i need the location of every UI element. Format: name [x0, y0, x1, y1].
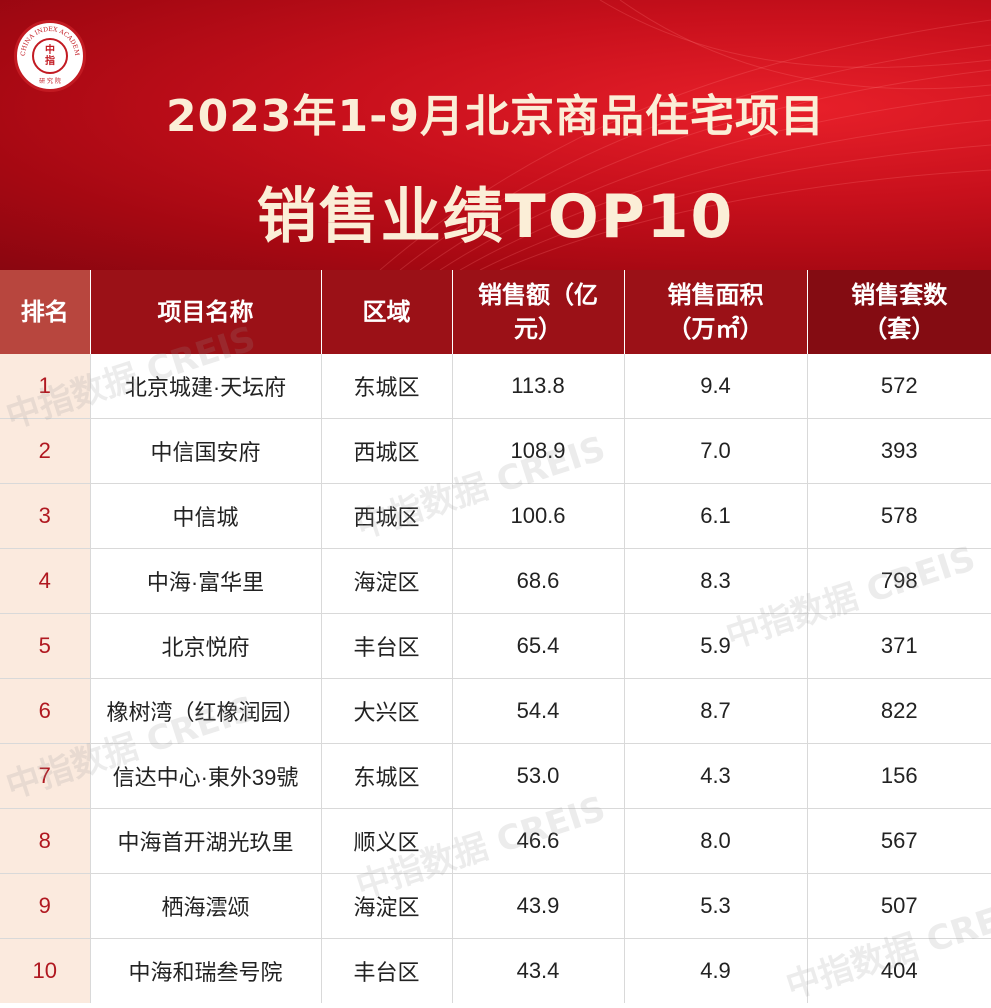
rank-cell: 1 [0, 354, 91, 419]
table-row: 2 中信国安府 西城区 108.9 7.0 393 [0, 418, 991, 484]
page-subtitle: 销售业绩TOP10 [256, 182, 735, 252]
table-row: 6 橡树湾（红橡润园） 大兴区 54.4 8.7 822 [0, 678, 991, 744]
project-name-cell: 北京城建·天坛府 [90, 354, 322, 419]
sales-amount-cell: 46.6 [452, 808, 625, 874]
rank-cell: 3 [0, 483, 91, 549]
header-project-name: 项目名称 [90, 270, 322, 354]
district-cell: 西城区 [321, 418, 453, 484]
rank-cell: 7 [0, 743, 91, 809]
logo-center-bottom: 指 [45, 56, 55, 67]
sales-area-cell: 5.3 [624, 873, 808, 939]
table-header-row: 排名 项目名称 区域 销售额（亿元） 销售面积（万㎡） 销售套数（套） [0, 270, 991, 354]
table-row: 9 栖海澐颂 海淀区 43.9 5.3 507 [0, 873, 991, 939]
sales-units-cell: 572 [807, 354, 991, 419]
rank-cell: 8 [0, 808, 91, 874]
sales-amount-cell: 54.4 [452, 678, 625, 744]
sales-amount-cell: 113.8 [452, 354, 625, 419]
district-cell: 海淀区 [321, 873, 453, 939]
sales-units-cell: 798 [807, 548, 991, 614]
header-district: 区域 [321, 270, 453, 354]
header-sales-area: 销售面积（万㎡） [624, 270, 808, 354]
rank-cell: 6 [0, 678, 91, 744]
logo-center: 中 指 [32, 38, 68, 74]
title-banner: CHINA INDEX ACADEMY 研 究 院 中 指 2023年1-9月北… [0, 0, 991, 270]
sales-units-cell: 822 [807, 678, 991, 744]
table-row: 1 北京城建·天坛府 东城区 113.8 9.4 572 [0, 354, 991, 419]
table-row: 5 北京悦府 丰台区 65.4 5.9 371 [0, 613, 991, 679]
project-name-cell: 橡树湾（红橡润园） [90, 678, 322, 744]
logo-center-top: 中 [45, 45, 55, 56]
sales-units-cell: 156 [807, 743, 991, 809]
project-name-cell: 中海·富华里 [90, 548, 322, 614]
sales-area-cell: 6.1 [624, 483, 808, 549]
project-name-cell: 北京悦府 [90, 613, 322, 679]
sales-units-cell: 404 [880, 958, 918, 983]
china-index-academy-logo: CHINA INDEX ACADEMY 研 究 院 中 指 [14, 20, 86, 92]
sales-area-cell: 5.9 [624, 613, 808, 679]
project-name-cell: 中信国安府 [90, 418, 322, 484]
header-sales-units: 销售套数（套） [807, 270, 991, 354]
sales-amount-cell: 53.0 [452, 743, 625, 809]
sales-amount-cell: 100.6 [452, 483, 625, 549]
sales-units-cell: 567 [807, 808, 991, 874]
sales-amount-cell: 108.9 [452, 418, 625, 484]
sales-area-cell: 4.3 [624, 743, 808, 809]
rank-cell: 4 [0, 548, 91, 614]
district-cell: 丰台区 [321, 938, 453, 1003]
project-name-cell: 中海首开湖光玖里 [90, 808, 322, 874]
sales-area-cell: 7.0 [624, 418, 808, 484]
rank-cell: 5 [0, 613, 91, 679]
header-rank: 排名 [0, 270, 91, 354]
sales-amount-cell: 65.4 [452, 613, 625, 679]
district-cell: 海淀区 [321, 548, 453, 614]
rank-cell: 10 [0, 938, 91, 1003]
sales-amount-cell: 68.6 [452, 548, 625, 614]
table-row: 3 中信城 西城区 100.6 6.1 578 [0, 483, 991, 549]
rank-cell: 9 [0, 873, 91, 939]
sales-amount-cell: 43.9 [452, 873, 625, 939]
sales-area-cell: 9.4 [624, 354, 808, 419]
sales-area-cell: 8.7 [624, 678, 808, 744]
sales-units-cell: 393 [807, 418, 991, 484]
project-name-cell: 中信城 [90, 483, 322, 549]
district-cell: 顺义区 [321, 808, 453, 874]
ranking-table: 排名 项目名称 区域 销售额（亿元） 销售面积（万㎡） 销售套数（套） 1 北京城… [0, 270, 991, 1003]
sales-units-cell: 507 [807, 873, 991, 939]
sales-area-cell: 8.0 [624, 808, 808, 874]
district-cell: 大兴区 [321, 678, 453, 744]
project-name-cell: 栖海澐颂 [90, 873, 322, 939]
district-cell: 东城区 [321, 354, 453, 419]
sales-area-cell: 8.3 [624, 548, 808, 614]
project-name-cell: 中海和瑞叁号院 [90, 938, 322, 1003]
page-title: 2023年1-9月北京商品住宅项目 [166, 91, 825, 142]
sales-units-cell: 578 [807, 483, 991, 549]
table-row: 8 中海首开湖光玖里 顺义区 46.6 8.0 567 [0, 808, 991, 874]
logo-bottom-text: 研 究 院 [39, 77, 61, 85]
table-row: 7 信达中心·東外39號 东城区 53.0 4.3 156 [0, 743, 991, 809]
table-row: 4 中海·富华里 海淀区 68.6 8.3 798 [0, 548, 991, 614]
district-cell: 丰台区 [321, 613, 453, 679]
district-cell: 西城区 [321, 483, 453, 549]
table-row: 10 中海和瑞叁号院 丰台区 43.4 4.9 404 [0, 938, 991, 1003]
sales-units-cell: 371 [807, 613, 991, 679]
sales-amount-cell: 43.4 [452, 938, 625, 1003]
wave-decoration [379, 0, 991, 270]
rank-cell: 2 [0, 418, 91, 484]
project-name-cell: 信达中心·東外39號 [90, 743, 322, 809]
district-cell: 东城区 [321, 743, 453, 809]
header-sales-amount: 销售额（亿元） [452, 270, 625, 354]
sales-area-cell: 4.9 [624, 938, 808, 1003]
